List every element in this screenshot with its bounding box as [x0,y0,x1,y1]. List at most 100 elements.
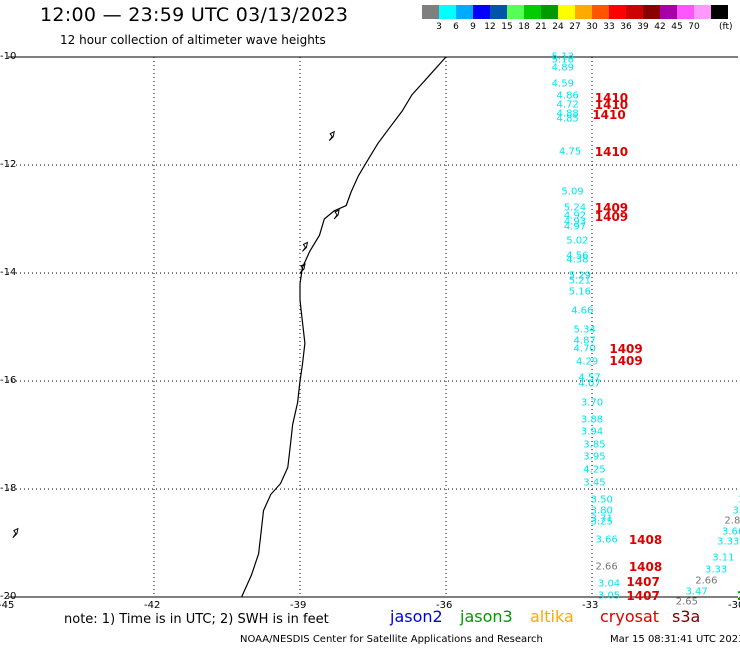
wave-height-value: 5.16 [568,286,591,298]
legend-swatch [422,5,439,19]
lon-label: -30 [728,600,740,611]
wave-height-value: 4.70 [573,343,596,355]
wave-height-value: 3.47 [685,586,708,598]
legend-tick-label: 42 [654,22,666,32]
wave-height-value: 4.59 [551,78,574,90]
wave-height-value: 3.25 [590,516,613,528]
wave-height-value: 3.66 [721,526,740,538]
wave-height-value: 4.57 [578,372,601,384]
footer-timestamp: Mar 15 08:31:41 UTC 2023 [610,634,740,645]
legend-swatch [456,5,473,19]
wave-height-value: 5.18 [551,54,574,66]
wave-height-value: 3.05 [597,590,621,602]
pass-time-label: 1410 [592,108,626,123]
legend-tick-label: 36 [620,22,632,32]
legend-tick-label: 21 [535,22,547,32]
legend-tick-label: 3 [436,22,442,32]
wave-height-value: 5.13 [551,51,574,63]
wave-height-value: 5.21 [568,275,591,287]
wave-height-value: 4.87 [573,335,596,346]
wave-height-value: 3.88 [580,414,604,426]
coastline-detail [302,241,309,252]
lat-label: -20 [0,591,17,602]
wave-height-value: 5.02 [566,235,589,247]
wave-height-value: 4.66 [571,305,594,317]
wave-height-value: 4.29 [575,356,599,368]
legend-swatch [694,5,711,19]
lon-label: -33 [582,600,599,611]
wave-height-value: 4.97 [563,221,587,233]
pass-time-label: 1410 [594,97,629,112]
wave-height-value: 2.66 [595,561,618,573]
wave-height-value: 4.38 [566,254,589,265]
coastline-detail [299,263,306,274]
legend-swatch [507,5,524,19]
page-subtitle: 12 hour collection of altimeter wave hei… [60,33,326,47]
legend-swatch [575,5,592,19]
coastline-detail [328,130,335,142]
lon-label: -36 [436,600,453,611]
legend-tick-label: 30 [586,22,598,32]
wave-height-value: 5.09 [561,186,584,198]
legend-swatch [558,5,575,19]
legend-tick-label: 9 [470,22,476,32]
lat-label: -18 [0,483,17,494]
wave-height-value: 3.33 [704,564,728,576]
pass-time-label: 1409 [609,354,643,369]
legend-swatch [490,5,507,19]
legend-tick-label: 12 [484,22,496,32]
wave-height-value: 4.92 [563,210,587,222]
satellite-legend-jason3: jason3 [460,607,513,626]
wave-height-value: 4.88 [556,108,579,120]
note-text: note: 1) Time is in UTC; 2) SWH is in fe… [64,612,329,627]
pass-time-label: 1407 [626,588,660,603]
wave-height-value: 4.86 [556,90,579,102]
wave-height-value: 3.80 [590,505,613,517]
legend-tick-label: 39 [637,22,649,32]
pass-time-label: 1408 [628,560,663,575]
legend-swatch [660,5,677,19]
legend-swatch [524,5,541,19]
legend-swatch [541,5,558,19]
wave-height-value: 3.04 [597,578,621,589]
pass-time-label: 20 [737,589,740,603]
color-legend-unit: (ft) [719,22,733,32]
wave-height-value: 2.65 [675,596,699,608]
wave-height-value: 3. [738,494,740,505]
wave-height-value: 5.34 [573,324,596,336]
legend-swatch [677,5,694,19]
legend-swatch [626,5,643,19]
wave-height-value: 3.95 [583,451,606,463]
wave-height-value: 5.24 [563,202,587,214]
legend-swatch [439,5,456,19]
legend-tick-label: 45 [671,22,683,32]
wave-height-value: 3.66 [595,534,618,546]
pass-time-label: 1409 [594,201,629,216]
wave-height-value: 3.94 [580,426,604,438]
lat-label: -16 [0,375,17,386]
satellite-legend-jason2: jason2 [390,607,443,626]
legend-swatch [592,5,609,19]
legend-swatch [711,5,728,19]
wave-height-value: 2.66 [695,575,718,587]
pass-time-label: 1410 [594,90,629,105]
pass-time-label: 1410 [594,144,629,159]
wave-height-value: 3.50 [590,494,613,506]
wave-height-value: 3.45 [583,477,606,489]
footer-credit: NOAA/NESDIS Center for Satellite Applica… [240,634,543,645]
coastline-detail [12,527,19,538]
legend-tick-label: 33 [603,22,615,32]
lat-label: -12 [0,159,17,170]
legend-tick-label: 24 [552,22,564,32]
satellite-legend-s3a: s3a [672,607,701,626]
wave-height-value: 2.89 [724,515,740,527]
wave-height-value: 3.11 [712,552,735,564]
lon-label: -39 [290,600,307,611]
wave-height-value: 5.29 [568,270,591,282]
wave-height-value: 3.71 [590,513,613,525]
satellite-legend-cryosat: cryosat [600,607,660,626]
pass-time-label: 1409 [594,210,629,225]
lat-label: -10 [0,51,17,62]
pass-time-label: 1408 [628,533,663,548]
